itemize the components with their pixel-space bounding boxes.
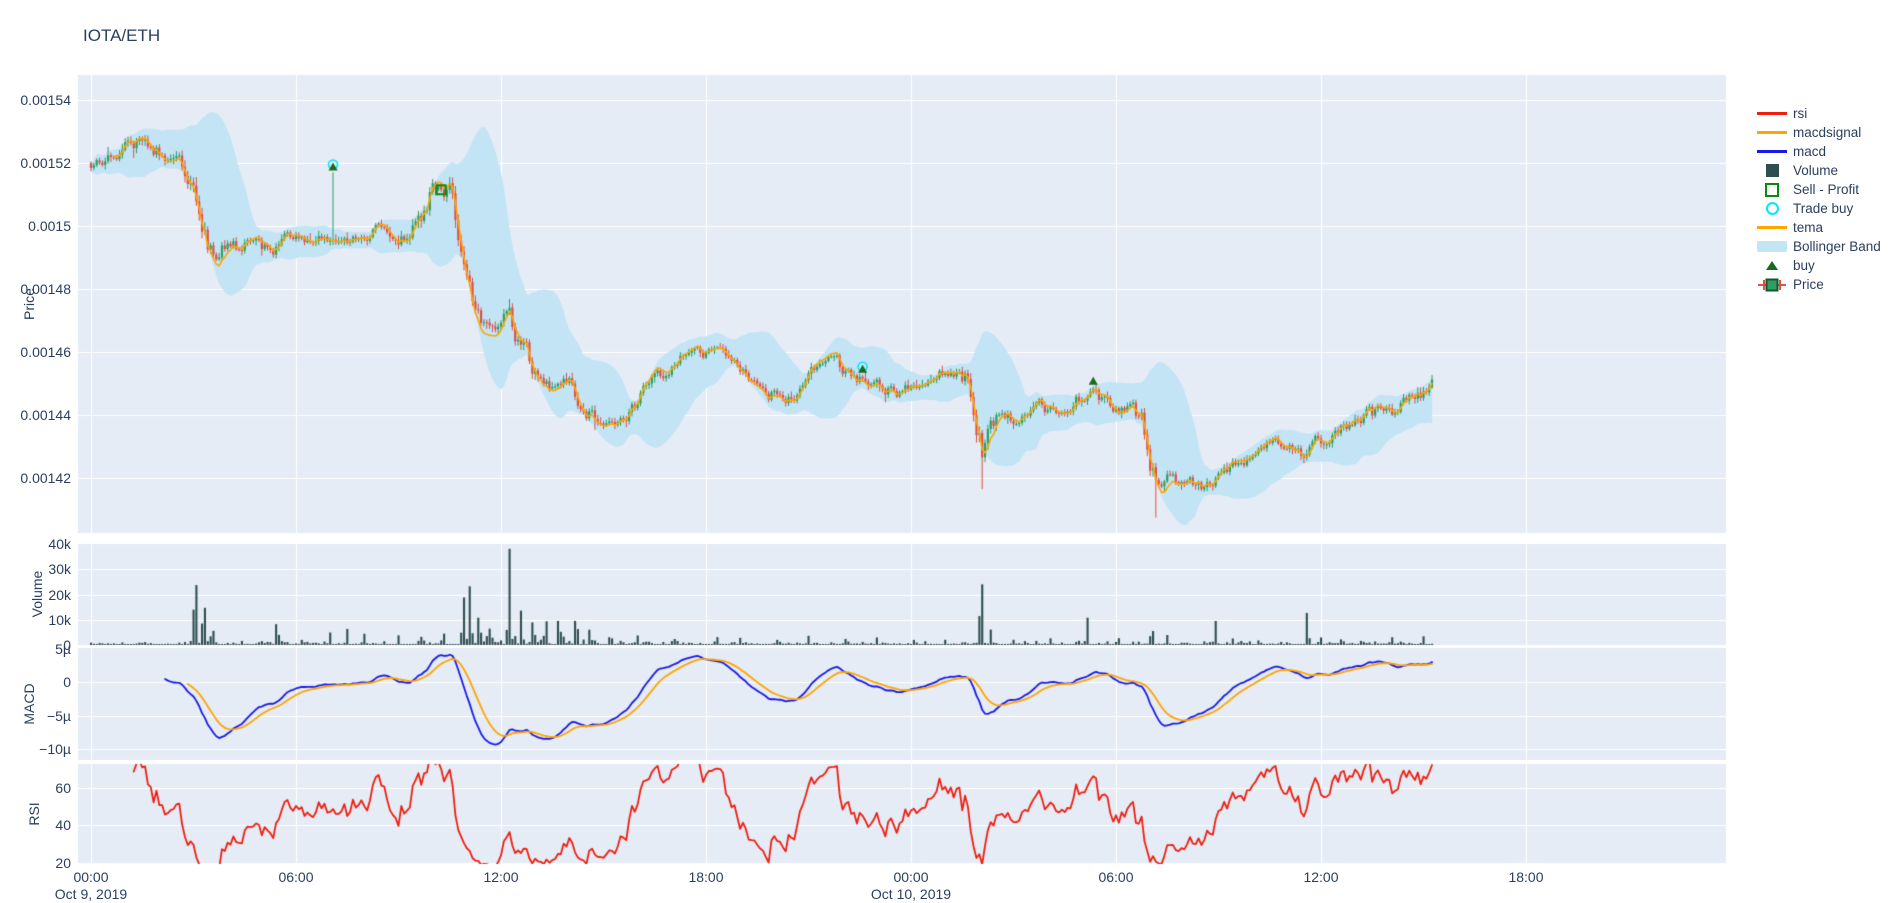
volume-legend-glyph [1756, 164, 1788, 177]
macd-legend-glyph [1756, 150, 1788, 153]
tema-legend-glyph [1756, 226, 1788, 229]
legend: rsi macdsignal macd Volume Sell - Profit Trad… [1756, 104, 1881, 294]
legend-label-trade-buy: Trade buy [1793, 201, 1854, 216]
legend-label-buy: buy [1793, 258, 1815, 273]
sell-profit-legend-glyph [1756, 182, 1788, 197]
legend-label-macdsignal: macdsignal [1793, 125, 1862, 140]
legend-item-rsi[interactable]: rsi [1756, 104, 1881, 123]
buy-legend-glyph [1756, 261, 1788, 270]
legend-item-buy[interactable]: buy [1756, 256, 1881, 275]
legend-label-rsi: rsi [1793, 106, 1808, 121]
legend-item-sell-profit[interactable]: Sell - Profit [1756, 180, 1881, 199]
legend-label-tema: tema [1793, 220, 1824, 235]
legend-label-bollinger-band: Bollinger Band [1793, 239, 1881, 254]
bollinger-band-legend-glyph [1756, 241, 1788, 252]
legend-item-macdsignal[interactable]: macdsignal [1756, 123, 1881, 142]
rsi-legend-glyph [1756, 112, 1788, 115]
legend-label-volume: Volume [1793, 163, 1839, 178]
price-legend-glyph [1756, 277, 1788, 293]
legend-label-macd: macd [1793, 144, 1827, 159]
legend-label-price: Price [1793, 277, 1824, 292]
legend-label-sell-profit: Sell - Profit [1793, 182, 1860, 197]
legend-item-macd[interactable]: macd [1756, 142, 1881, 161]
legend-item-trade-buy[interactable]: Trade buy [1756, 199, 1881, 218]
legend-item-price[interactable]: Price [1756, 275, 1881, 294]
legend-item-bollinger-band[interactable]: Bollinger Band [1756, 237, 1881, 256]
legend-item-tema[interactable]: tema [1756, 218, 1881, 237]
trade-buy-legend-glyph [1756, 202, 1788, 215]
macdsignal-legend-glyph [1756, 131, 1788, 134]
legend-item-volume[interactable]: Volume [1756, 161, 1881, 180]
chart-title: IOTA/ETH [83, 26, 161, 45]
